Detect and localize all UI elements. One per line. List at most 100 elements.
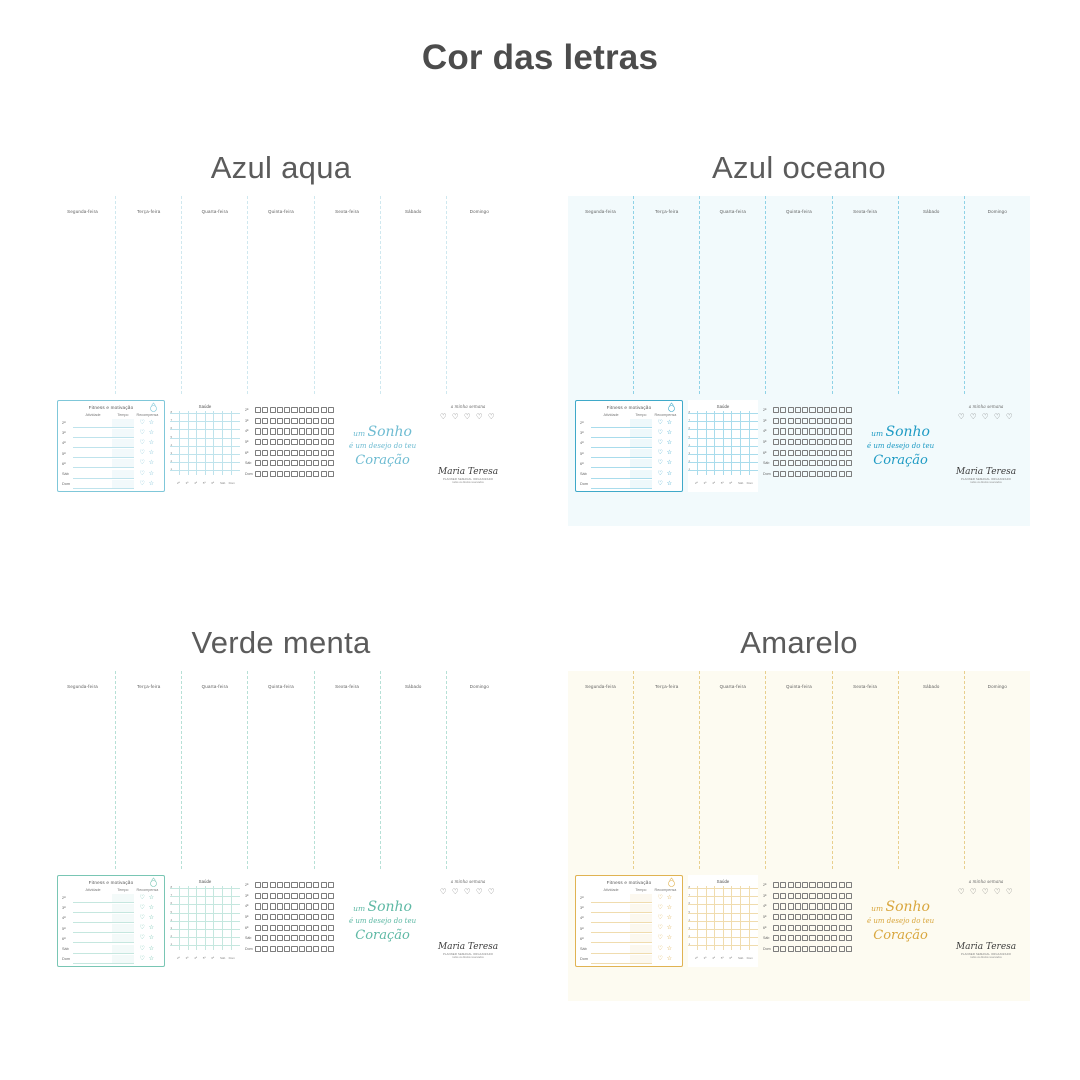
habit-checkbox-group[interactable] (773, 892, 852, 899)
habit-checkbox[interactable] (291, 407, 298, 414)
heart-rating-icons[interactable]: ♡ ♡ ♡ ♡ ♡ (439, 412, 497, 421)
habit-checkbox[interactable] (794, 470, 802, 477)
fitness-reward-icons[interactable]: ♡ ☆ (657, 450, 673, 457)
habit-checkbox[interactable] (284, 882, 291, 889)
habit-checkbox[interactable] (773, 892, 780, 899)
table-row[interactable]: 2ª ♡ ☆ (61, 893, 161, 903)
habit-checkbox[interactable] (845, 924, 852, 931)
habit-checkbox[interactable] (823, 882, 831, 889)
habit-row[interactable]: 3ª (245, 416, 334, 427)
fitness-tracker-box[interactable]: Fitness e motivação Atividade Tempo Recompe… (575, 400, 683, 492)
habit-checkbox[interactable] (320, 417, 327, 424)
habit-checkbox[interactable] (313, 913, 320, 921)
habit-row[interactable]: 6ª (245, 922, 334, 933)
table-row[interactable]: 5ª ♡ ☆ (579, 449, 679, 459)
habit-checkbox[interactable] (816, 882, 823, 889)
habit-checkbox[interactable] (320, 892, 327, 899)
planner-card-verde-menta[interactable]: Segunda-feira Terça-feira Quarta-feira Quin… (50, 671, 512, 1001)
habit-checkbox[interactable] (816, 428, 823, 435)
habit-checkbox[interactable] (780, 407, 787, 414)
habit-checkbox[interactable] (327, 449, 334, 456)
habit-checkbox[interactable] (831, 449, 838, 456)
habit-checkbox[interactable] (773, 417, 780, 424)
fitness-activity-field[interactable] (591, 904, 630, 913)
habit-checkbox[interactable] (269, 449, 276, 456)
habit-checkbox[interactable] (780, 882, 787, 889)
habit-checkbox[interactable] (305, 882, 313, 889)
habit-row[interactable]: 2ª (763, 880, 852, 891)
habit-checkbox[interactable] (320, 945, 327, 952)
habit-row[interactable]: 3ª (763, 891, 852, 902)
habit-checkbox[interactable] (284, 417, 291, 424)
habit-checkbox[interactable] (780, 903, 787, 910)
fitness-activity-field[interactable] (591, 480, 630, 489)
fitness-time-field[interactable] (629, 913, 652, 923)
habit-checkbox[interactable] (255, 903, 262, 910)
habit-checkbox[interactable] (816, 945, 823, 952)
habit-checkbox[interactable] (787, 903, 794, 910)
fitness-activity-field[interactable] (591, 419, 630, 428)
table-row[interactable]: 6ª ♡ ☆ (579, 934, 679, 944)
habit-row[interactable]: Dom (245, 944, 334, 955)
habit-checkbox[interactable] (823, 470, 831, 477)
habit-checkbox[interactable] (787, 935, 794, 942)
habit-checkbox[interactable] (787, 470, 794, 477)
fitness-time-field[interactable] (111, 479, 134, 489)
habit-checkbox[interactable] (845, 945, 852, 952)
habit-checkbox[interactable] (305, 438, 313, 446)
habit-checkbox[interactable] (831, 892, 838, 899)
planner-card-azul-oceano[interactable]: Segunda-feira Terça-feira Quarta-feira Quin… (568, 196, 1030, 526)
habit-checkbox[interactable] (313, 882, 320, 889)
habit-checkbox[interactable] (276, 924, 284, 931)
fitness-activity-field[interactable] (591, 470, 630, 479)
habit-checkbox[interactable] (305, 892, 313, 899)
habit-checkbox-group[interactable] (773, 945, 852, 952)
habit-checkbox[interactable] (802, 449, 809, 456)
habit-checkbox[interactable] (298, 460, 305, 467)
habit-checkbox[interactable] (291, 903, 298, 910)
habit-checkbox[interactable] (305, 945, 313, 952)
habit-checkbox[interactable] (255, 913, 262, 921)
habit-checkbox[interactable] (255, 438, 262, 446)
habit-checkbox[interactable] (269, 470, 276, 477)
habit-checkbox[interactable] (787, 438, 794, 446)
habit-checkbox[interactable] (269, 892, 276, 899)
fitness-time-field[interactable] (629, 418, 652, 428)
health-chart[interactable]: Saúde 8 7 6 5 4 3 2 1 2ª 3ª 4ª 5ª 6ª Sáb Dom (688, 400, 758, 492)
habit-checkbox[interactable] (313, 892, 320, 899)
fitness-reward-icons[interactable]: ♡ ☆ (657, 470, 673, 477)
habit-checkbox-group[interactable] (773, 460, 852, 467)
habit-checkbox[interactable] (291, 449, 298, 456)
habit-checkbox[interactable] (305, 407, 313, 414)
habit-checkbox[interactable] (262, 460, 269, 467)
habit-checkbox[interactable] (802, 460, 809, 467)
habit-checkbox[interactable] (320, 428, 327, 435)
habit-checkbox[interactable] (269, 935, 276, 942)
habit-checkbox[interactable] (320, 449, 327, 456)
habit-checkbox[interactable] (809, 935, 816, 942)
habit-checkbox-group[interactable] (255, 449, 334, 456)
habit-checkbox[interactable] (305, 935, 313, 942)
habit-row[interactable]: 4ª (245, 426, 334, 437)
habit-checkbox[interactable] (255, 449, 262, 456)
notes-panel[interactable]: a minha semana ♡ ♡ ♡ ♡ ♡ Maria Teresa PLANN… (431, 400, 505, 492)
habit-checkbox[interactable] (255, 417, 262, 424)
habit-row[interactable]: 4ª (245, 901, 334, 912)
habit-checkbox[interactable] (276, 892, 284, 899)
fitness-time-field[interactable] (111, 913, 134, 923)
fitness-activity-field[interactable] (73, 924, 112, 934)
habit-checkbox[interactable] (255, 945, 262, 952)
habit-checkbox[interactable] (838, 882, 845, 889)
habit-checkbox[interactable] (845, 470, 852, 477)
habit-checkbox[interactable] (298, 882, 305, 889)
fitness-time-field[interactable] (111, 954, 134, 964)
habit-row[interactable]: 2ª (245, 880, 334, 891)
habit-checkbox[interactable] (305, 449, 313, 456)
fitness-activity-field[interactable] (73, 955, 112, 964)
notes-panel[interactable]: a minha semana ♡ ♡ ♡ ♡ ♡ Maria Teresa PLANN… (949, 875, 1023, 967)
habit-checkbox[interactable] (262, 892, 269, 899)
habit-checkbox[interactable] (291, 935, 298, 942)
habit-checkbox[interactable] (327, 428, 334, 435)
habit-checkbox[interactable] (313, 945, 320, 952)
habit-tracker[interactable]: 2ª 3ª 4ª 5ª 6ª Sáb Dom (763, 875, 852, 967)
